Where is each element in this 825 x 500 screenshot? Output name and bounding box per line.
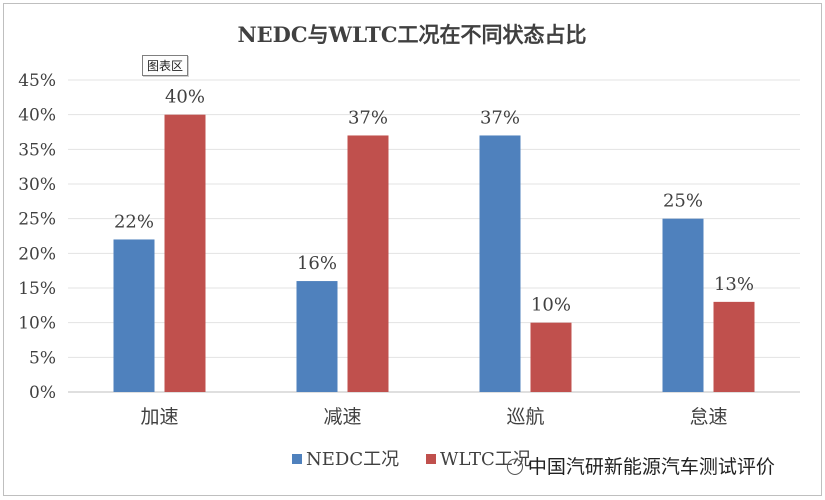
data-label: 40% bbox=[165, 87, 205, 108]
data-label: 37% bbox=[480, 107, 520, 128]
bar bbox=[479, 135, 521, 392]
bar bbox=[296, 281, 338, 392]
watermark-text: 中国汽研新能源汽车测试评价 bbox=[527, 456, 775, 478]
y-tick-label: 15% bbox=[18, 279, 56, 299]
bar bbox=[662, 218, 704, 392]
data-label: 37% bbox=[348, 107, 388, 128]
bar bbox=[530, 322, 572, 392]
data-labels: 22% 40% 16% 37% 37% 10% 25% 13% bbox=[114, 87, 754, 316]
y-tick-label: 35% bbox=[18, 140, 56, 160]
y-tick-label: 20% bbox=[18, 244, 56, 264]
y-axis-ticks: 0% 5% 10% 15% 20% 25% 30% 35% 40% 45% bbox=[18, 71, 56, 403]
legend-swatch bbox=[426, 454, 436, 464]
data-label: 10% bbox=[531, 295, 571, 316]
legend-label: WLTC工况 bbox=[440, 449, 531, 470]
watermark: ◯ 中国汽研新能源汽车测试评价 bbox=[506, 452, 775, 479]
y-tick-label: 45% bbox=[18, 71, 56, 91]
bar bbox=[713, 301, 755, 392]
chart-area-tag: 图表区 bbox=[142, 55, 189, 76]
bars bbox=[113, 114, 755, 393]
x-tick-label: 巡航 bbox=[506, 406, 544, 428]
x-tick-label: 加速 bbox=[140, 406, 178, 428]
bar bbox=[164, 114, 206, 393]
chart-title: NEDC与WLTC工况在不同状态占比 bbox=[237, 22, 586, 47]
x-tick-label: 减速 bbox=[323, 406, 361, 428]
wechat-icon: ◯ bbox=[506, 456, 524, 475]
bar bbox=[347, 135, 389, 392]
y-tick-label: 5% bbox=[29, 348, 56, 368]
y-tick-label: 10% bbox=[18, 314, 56, 334]
data-label: 22% bbox=[114, 211, 154, 232]
legend-swatch bbox=[292, 454, 302, 464]
y-tick-label: 25% bbox=[18, 210, 56, 230]
y-tick-label: 0% bbox=[29, 383, 56, 403]
x-axis-ticks: 加速 减速 巡航 怠速 bbox=[140, 406, 727, 428]
legend: NEDC工况 WLTC工况 bbox=[292, 449, 531, 470]
y-tick-label: 30% bbox=[18, 175, 56, 195]
data-label: 13% bbox=[714, 274, 754, 295]
legend-label: NEDC工况 bbox=[306, 449, 399, 470]
y-tick-label: 40% bbox=[18, 106, 56, 126]
bar bbox=[113, 239, 155, 392]
x-tick-label: 怠速 bbox=[689, 406, 727, 428]
data-label: 16% bbox=[297, 253, 337, 274]
data-label: 25% bbox=[663, 191, 703, 212]
